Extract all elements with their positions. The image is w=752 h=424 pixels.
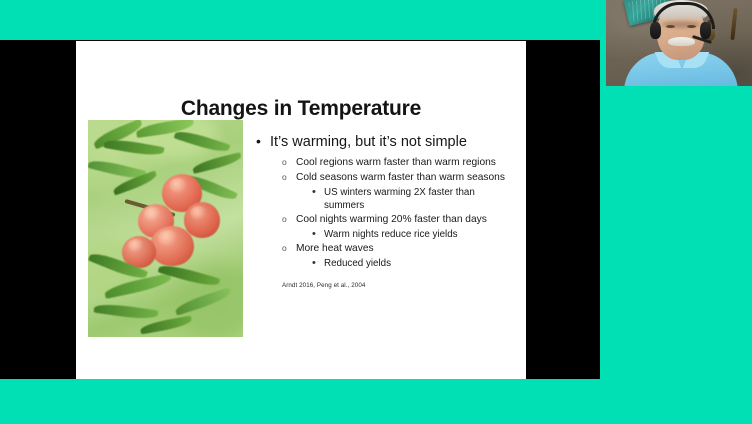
bullet-level2: o Cool nights warming 20% faster than da…	[282, 213, 516, 227]
slide-title: Changes in Temperature	[180, 97, 422, 120]
bullet-text: Reduced yields	[324, 257, 391, 269]
bullet-text: Cool nights warming 20% faster than days	[296, 214, 487, 226]
bullet-marker: •	[312, 227, 316, 240]
presenter-brow-shadow	[662, 21, 700, 28]
bullet-text: Warm nights reduce rice yields	[324, 228, 458, 240]
bullet-level2: o Cold seasons warm faster than warm sea…	[282, 171, 516, 185]
bullet-level3: • Reduced yields	[312, 257, 516, 270]
bullet-level2: o More heat waves	[282, 242, 516, 256]
bullet-text: Cool regions warm faster than warm regio…	[296, 157, 496, 169]
presentation-slide[interactable]: Changes in Temperature	[76, 41, 526, 379]
bullet-level3: • US winters warming 2X faster than summ…	[312, 186, 516, 212]
bullet-marker: o	[282, 214, 287, 225]
presenter-mustache	[668, 37, 695, 46]
presenter-video-tile[interactable]	[606, 0, 752, 86]
peach-tree-image	[88, 120, 243, 337]
bullet-marker: o	[282, 243, 287, 254]
bullet-marker: •	[312, 185, 316, 198]
headset-earcup-right-icon	[700, 22, 711, 39]
bullet-marker: •	[256, 133, 261, 149]
bullet-text: US winters warming 2X faster than summer…	[324, 186, 475, 211]
bullet-text: Cold seasons warm faster than warm seaso…	[296, 171, 505, 183]
bullet-marker: o	[282, 171, 287, 182]
slide-bullet-list: • It’s warming, but it’s not simple o Co…	[254, 133, 516, 271]
bullet-marker: •	[312, 256, 316, 269]
bullet-text: It’s warming, but it’s not simple	[270, 134, 467, 150]
bullet-level3: • Warm nights reduce rice yields	[312, 228, 516, 241]
bullet-level1: • It’s warming, but it’s not simple	[254, 133, 516, 151]
bullet-text: More heat waves	[296, 243, 374, 255]
headset-earcup-left-icon	[650, 22, 661, 39]
slide-citation: Arndt 2016, Peng et al., 2004	[282, 282, 366, 289]
bullet-level2: o Cool regions warm faster than warm reg…	[282, 156, 516, 170]
bullet-marker: o	[282, 157, 287, 168]
